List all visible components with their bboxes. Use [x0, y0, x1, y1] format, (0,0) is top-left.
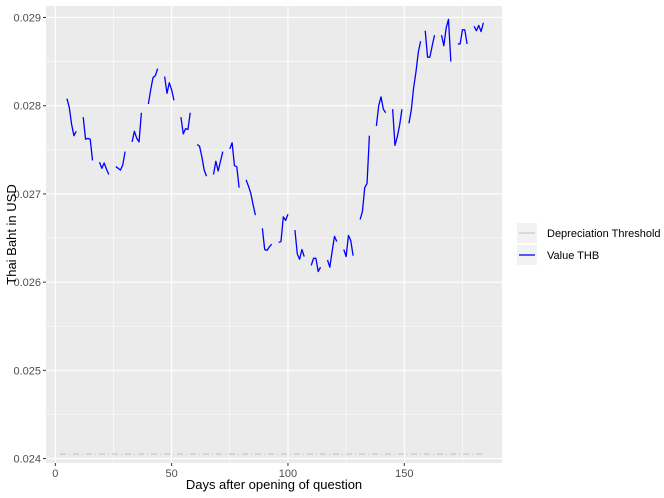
y-tick-label: 0.026 [13, 277, 41, 289]
series-line-segment [294, 230, 305, 260]
series-line-segment [180, 112, 191, 135]
series-line-segment [245, 179, 257, 216]
series-value-thb [66, 18, 485, 273]
x-tick-label: 50 [166, 468, 178, 480]
series-line-segment [82, 117, 94, 161]
series-line-segment [343, 234, 354, 258]
legend-label: Value THB [547, 250, 599, 262]
x-tick-label: 100 [279, 468, 297, 480]
y-tick-label: 0.027 [13, 189, 41, 201]
series-line-segment [229, 142, 240, 188]
y-axis: 0.024 0.025 0.026 0.027 0.028 0.029 [13, 12, 46, 466]
series-line-segment [424, 30, 436, 58]
series-line-segment [278, 213, 289, 244]
legend: Depreciation Threshold Value THB [517, 223, 661, 265]
series-line-segment [261, 228, 273, 252]
grid-minor [46, 6, 502, 463]
series-line-segment [408, 41, 422, 124]
series-line-segment [473, 22, 485, 33]
series-line-segment [164, 76, 175, 101]
series-line-segment [392, 109, 403, 147]
grid-major [46, 6, 502, 463]
series-line-segment [147, 68, 159, 105]
series-line-segment [115, 151, 126, 171]
y-axis-title: Thai Baht in USD [4, 184, 19, 284]
plot-panel [46, 6, 502, 463]
series-line-segment [440, 18, 452, 62]
series-line-segment [212, 151, 224, 175]
series-layer [59, 18, 485, 455]
y-tick-label: 0.025 [13, 365, 41, 377]
series-line-segment [98, 161, 110, 175]
series-line-segment [196, 143, 208, 177]
legend-label: Depreciation Threshold [547, 228, 661, 240]
y-tick-label: 0.024 [13, 454, 41, 466]
series-line-segment [310, 257, 322, 273]
x-axis-title: Days after opening of question [186, 477, 362, 492]
series-line-segment [131, 112, 143, 143]
y-tick-label: 0.029 [13, 12, 41, 24]
x-tick-label: 150 [395, 468, 413, 480]
series-line-segment [375, 96, 387, 127]
x-axis: 0 50 100 150 [52, 463, 413, 480]
series-line-segment [359, 135, 371, 220]
x-tick-label: 0 [52, 468, 58, 480]
series-line-segment [326, 235, 338, 268]
series-line-segment [457, 29, 468, 45]
series-line-segment [66, 98, 77, 137]
y-tick-label: 0.028 [13, 101, 41, 113]
